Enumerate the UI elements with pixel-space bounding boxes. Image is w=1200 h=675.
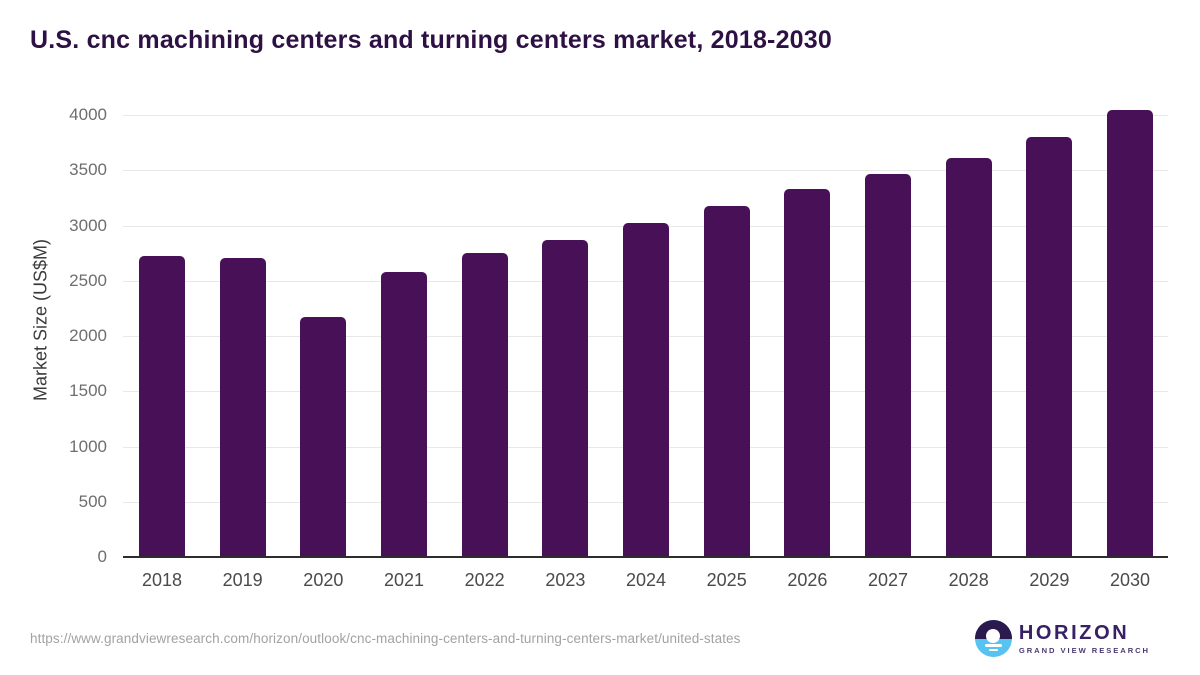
chart-title: U.S. cnc machining centers and turning c…	[30, 26, 832, 54]
bar-2025	[703, 206, 750, 557]
logo-wave-line	[988, 649, 998, 651]
xtick-label-2019: 2019	[222, 570, 263, 590]
bar-2019	[219, 258, 266, 557]
plot-area: 0 500 1000 1500 2000 2500 3000 3500 4000 2018 2019…	[69, 105, 1168, 590]
bar-2024	[623, 222, 670, 557]
bar-2029	[1026, 137, 1073, 557]
gridline-4000	[123, 115, 1168, 116]
horizon-logo: HORIZON GRAND VIEW RESEARCH	[974, 620, 1150, 657]
logo-brand-name: HORIZON	[1018, 621, 1130, 644]
ytick-label-3000: 3000	[69, 215, 107, 235]
xtick-label-2029: 2029	[1029, 570, 1070, 590]
xtick-label-2023: 2023	[545, 570, 586, 590]
ytick-label-2500: 2500	[69, 270, 107, 290]
ytick-label-0: 0	[97, 547, 107, 566]
bar-2030	[1107, 110, 1154, 557]
logo-sun-hole	[986, 629, 1001, 643]
bar-2022	[461, 253, 508, 557]
xtick-label-2030: 2030	[1110, 570, 1151, 590]
ytick-label-4000: 4000	[69, 105, 107, 124]
source-url: https://www.grandviewresearch.com/horizo…	[30, 631, 741, 646]
logo-text-block: HORIZON GRAND VIEW RESEARCH	[1018, 621, 1150, 655]
ytick-label-1000: 1000	[69, 436, 107, 456]
ytick-label-500: 500	[78, 491, 107, 511]
bar-2018	[139, 255, 185, 557]
logo-brand-subtitle: GRAND VIEW RESEARCH	[1018, 645, 1150, 655]
bar-2020	[300, 317, 347, 557]
xtick-label-2028: 2028	[948, 570, 989, 590]
bar-2026	[784, 189, 831, 557]
logo-wave-line	[984, 644, 1002, 647]
horizon-sun-icon	[974, 620, 1012, 657]
bar-2021	[381, 271, 427, 557]
xtick-label-2021: 2021	[383, 570, 425, 590]
xtick-label-2024: 2024	[625, 570, 667, 590]
bar-2028	[945, 158, 992, 557]
gridline-3500	[123, 170, 1168, 172]
ytick-label-1500: 1500	[69, 381, 107, 401]
xtick-label-2020: 2020	[303, 570, 344, 590]
ytick-label-3500: 3500	[69, 160, 107, 180]
xtick-label-2018: 2018	[141, 570, 183, 590]
x-axis-line	[123, 556, 1168, 558]
ytick-label-2000: 2000	[69, 326, 107, 345]
y-axis-title: Market Size (US$M)	[30, 238, 51, 402]
xtick-label-2025: 2025	[706, 570, 747, 590]
xtick-label-2027: 2027	[867, 570, 909, 590]
xtick-label-2022: 2022	[464, 570, 505, 590]
bar-2027	[865, 174, 912, 557]
xtick-label-2026: 2026	[787, 570, 828, 590]
bar-2023	[542, 239, 589, 557]
